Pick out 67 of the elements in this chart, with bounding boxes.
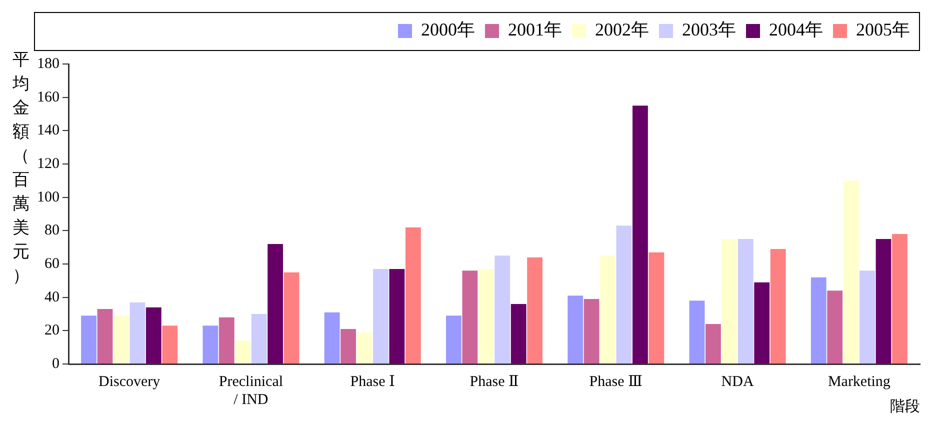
bar — [356, 332, 372, 364]
bar — [405, 227, 421, 364]
x-tick-label: Preclinical / IND — [218, 374, 284, 408]
x-tick-label: Phase Ⅲ — [589, 374, 642, 390]
bar — [389, 269, 405, 364]
y-tick-label: 140 — [37, 122, 60, 139]
bar — [568, 296, 584, 364]
bar — [616, 226, 632, 364]
bar — [770, 249, 786, 364]
y-tick-label: 40 — [44, 289, 60, 306]
bar — [810, 277, 826, 364]
y-tick-label: 180 — [37, 56, 60, 72]
y-tick-label: 20 — [44, 322, 60, 339]
y-tick-label: 0 — [52, 356, 60, 372]
y-tick-label: 60 — [44, 256, 60, 272]
y-tick-label: 80 — [44, 222, 60, 239]
legend-label: 2001年 — [508, 20, 562, 40]
bar — [754, 282, 770, 364]
x-tick-label: NDA — [721, 374, 754, 390]
x-tick-label: Marketing — [828, 374, 891, 390]
y-tick-label: 160 — [37, 89, 60, 106]
bar — [235, 340, 251, 364]
bar — [706, 324, 721, 364]
bar — [97, 309, 113, 364]
x-axis-title: 階段 — [890, 398, 920, 415]
bar — [251, 314, 267, 364]
legend-label: 2005年 — [856, 20, 910, 40]
bar — [876, 239, 892, 364]
legend-label: 2004年 — [769, 20, 823, 40]
bar — [81, 316, 96, 364]
x-tick-label: Discovery — [98, 374, 161, 390]
x-tick-label: Phase Ⅱ — [470, 374, 519, 390]
bar — [860, 270, 875, 364]
legend-label: 2003年 — [682, 20, 736, 40]
bar — [340, 329, 356, 364]
bar — [892, 234, 908, 364]
bar — [146, 307, 162, 364]
bar — [510, 304, 526, 364]
bar — [268, 244, 283, 364]
bar — [843, 180, 859, 364]
bar — [114, 316, 129, 364]
bar — [648, 252, 664, 364]
legend-label: 2000年 — [421, 20, 475, 40]
bar — [527, 257, 542, 364]
bar — [584, 299, 600, 364]
bar — [446, 316, 462, 364]
x-tick-label: Phase Ⅰ — [350, 374, 396, 390]
bar — [162, 326, 178, 364]
bar — [218, 317, 234, 364]
bar — [284, 272, 300, 364]
bar — [462, 270, 478, 364]
bar — [494, 256, 510, 364]
bar — [373, 269, 388, 364]
text: 平均金額（百萬美元） — [12, 50, 30, 285]
bar — [202, 326, 218, 364]
bar — [738, 239, 754, 364]
bar — [722, 239, 738, 364]
bar — [324, 312, 340, 364]
bar — [689, 300, 705, 364]
y-tick-label: 100 — [37, 189, 60, 206]
legend-label: 2002年 — [595, 20, 649, 40]
bar — [600, 256, 616, 364]
bar — [478, 269, 494, 364]
y-tick-label: 120 — [37, 156, 60, 172]
bar — [130, 302, 146, 364]
bar — [632, 106, 648, 364]
bar — [827, 290, 843, 364]
